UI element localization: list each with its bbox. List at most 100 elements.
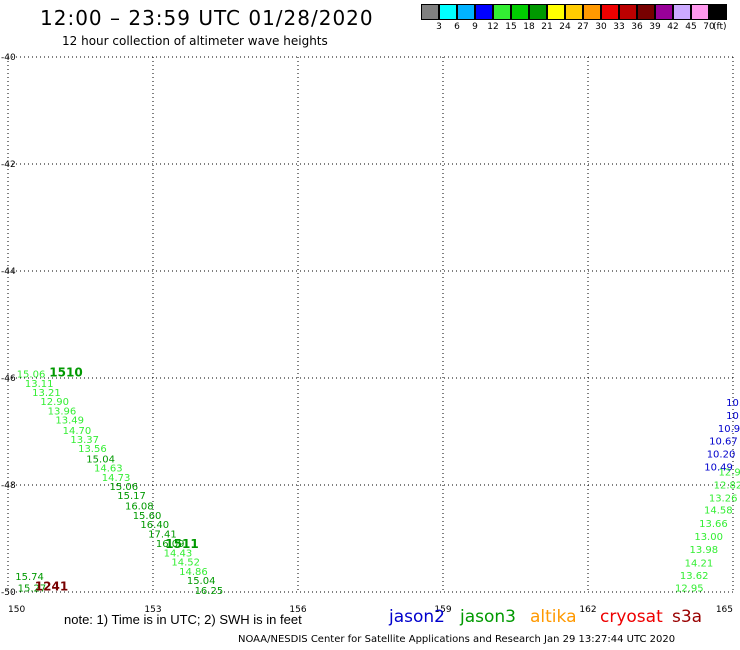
- y-tick-label: -48: [1, 481, 16, 491]
- wave-height-point: 10.9: [718, 424, 740, 435]
- color-swatch-label: 18: [523, 22, 535, 32]
- wave-height-point: 13.98: [690, 545, 719, 556]
- time-labels: 1510 1511 1241: [35, 366, 199, 594]
- color-swatch: [673, 4, 691, 20]
- wave-height-point: 13.00: [694, 532, 723, 543]
- x-tick-label: 156: [289, 605, 306, 615]
- wave-height-point: 15.27: [18, 584, 47, 595]
- color-swatch-label: 36: [631, 22, 643, 32]
- color-swatch: [547, 4, 565, 20]
- color-swatch-label: 6: [454, 22, 460, 32]
- color-swatch: [583, 4, 601, 20]
- wave-height-point: 13.56: [78, 444, 107, 455]
- y-tick-label: -40: [1, 53, 16, 63]
- wave-height-point: 12.94: [719, 468, 740, 479]
- time-label: 1511: [165, 537, 198, 551]
- satellite-label-jason2: jason2: [389, 607, 445, 627]
- color-swatch-label: 70: [703, 22, 715, 32]
- y-tick-label: -46: [1, 374, 16, 384]
- color-scale-unit: (ft): [713, 22, 727, 32]
- wave-height-point: 15.17: [117, 491, 146, 502]
- color-swatch: [457, 4, 475, 20]
- wave-height-point: 14.52: [171, 558, 200, 569]
- wave-height-point: 16.09: [156, 539, 185, 550]
- color-swatch: [637, 4, 655, 20]
- time-label: 1241: [35, 580, 68, 594]
- color-swatch-label: 42: [667, 22, 679, 32]
- wave-height-point: 13.21: [32, 388, 61, 399]
- color-swatch: [493, 4, 511, 20]
- color-swatch-label: 30: [595, 22, 607, 32]
- wave-height-point: 14.63: [94, 463, 123, 474]
- chart-title: 12:00 – 23:59 UTC 01/28/2020: [40, 6, 374, 30]
- x-tick-label: 165: [716, 605, 733, 615]
- color-swatch: [655, 4, 673, 20]
- color-swatch-label: 21: [541, 22, 553, 32]
- color-swatch: [475, 4, 493, 20]
- color-swatch-label: 12: [487, 22, 499, 32]
- satellite-label-altika: altika: [530, 607, 577, 627]
- wave-height-point: 16.25: [195, 586, 224, 597]
- wave-height-point: 14.58: [704, 506, 733, 517]
- y-tick-label: -42: [1, 160, 16, 170]
- wave-height-point: 13.11: [25, 379, 54, 390]
- grid-lines: [7, 56, 734, 593]
- wave-height-point: 14.73: [102, 473, 131, 484]
- wave-height-point: 14.70: [63, 426, 92, 437]
- wave-height-point: 15.06: [110, 482, 139, 493]
- wave-height-point: 13.62: [680, 571, 709, 582]
- wave-height-point: 13.96: [48, 407, 77, 418]
- x-tick-label: 150: [8, 605, 25, 615]
- color-swatch-label: 15: [505, 22, 517, 32]
- wave-height-point: 12.90: [40, 397, 69, 408]
- chart-subtitle: 12 hour collection of altimeter wave hei…: [62, 34, 328, 48]
- color-swatch: [529, 4, 547, 20]
- satellite-label-cryosat: cryosat: [600, 607, 663, 627]
- wave-height-point: 12.82: [714, 480, 740, 491]
- x-tick-label: 159: [434, 605, 451, 615]
- satellite-label-s3a: s3a: [672, 607, 703, 627]
- wave-height-point: 15.04: [86, 454, 115, 465]
- wave-height-point: 12.95: [675, 584, 704, 595]
- color-swatch: [709, 4, 727, 20]
- color-swatch: [511, 4, 529, 20]
- color-swatch-label: 45: [685, 22, 697, 32]
- time-label: 1510: [49, 366, 82, 380]
- color-swatch: [691, 4, 709, 20]
- wave-height-point: 15.06: [17, 370, 46, 381]
- wave-height-point: 17.41: [148, 530, 177, 541]
- color-swatch-label: 27: [577, 22, 589, 32]
- color-swatch-label: 9: [472, 22, 478, 32]
- wave-height-point: 15.60: [133, 511, 162, 522]
- wave-height-point: 14.21: [685, 559, 714, 570]
- wave-height-point: 15.04: [187, 576, 216, 587]
- wave-height-point: 16.40: [140, 520, 169, 531]
- color-swatch: [565, 4, 583, 20]
- wave-height-point: 13.37: [70, 435, 99, 446]
- color-swatch-label: 33: [613, 22, 625, 32]
- wave-height-point: 14.86: [179, 567, 208, 578]
- wave-height-point: 13.66: [699, 519, 728, 530]
- footer-note: note: 1) Time is in UTC; 2) SWH is in fe…: [64, 612, 302, 627]
- color-swatch: [601, 4, 619, 20]
- footer-credit: NOAA/NESDIS Center for Satellite Applica…: [238, 634, 676, 645]
- color-swatch: [439, 4, 457, 20]
- color-swatch: [619, 4, 637, 20]
- wave-height-point: 16.08: [125, 501, 154, 512]
- wave-height-point: 10.67: [709, 437, 738, 448]
- x-tick-label: 162: [579, 605, 596, 615]
- wave-height-point: 10.49: [704, 462, 733, 473]
- color-swatch-label: 39: [649, 22, 661, 32]
- wave-height-point: 10.: [726, 411, 740, 422]
- satellite-label-jason3: jason3: [460, 607, 516, 627]
- color-swatch: [421, 4, 439, 20]
- data-points: 15.0613.1113.2112.9013.9613.4914.7013.37…: [15, 370, 740, 597]
- x-tick-label: 153: [144, 605, 161, 615]
- color-swatch-label: 24: [559, 22, 571, 32]
- y-tick-label: -44: [1, 267, 16, 277]
- wave-height-point: 14.43: [164, 548, 193, 559]
- axis-ticks: 150 153 156 159 162 165 -40 -42 -44 -46 -48 -50: [1, 53, 733, 615]
- wave-height-point: 13.26: [709, 493, 738, 504]
